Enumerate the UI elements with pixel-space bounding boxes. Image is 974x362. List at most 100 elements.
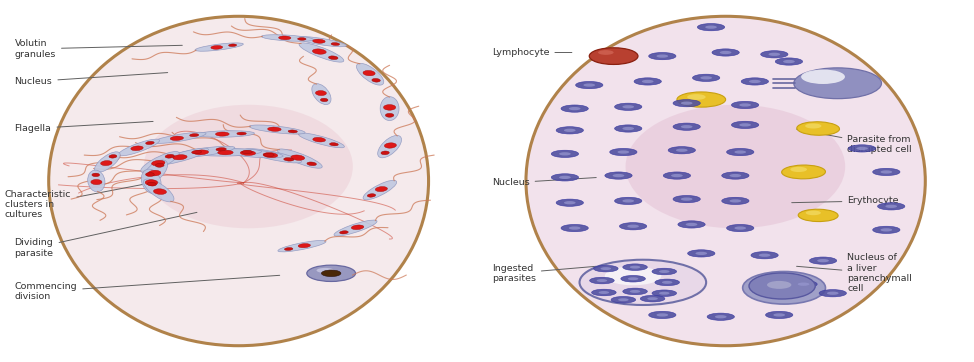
Ellipse shape [751, 252, 778, 259]
Ellipse shape [677, 92, 726, 107]
Ellipse shape [790, 281, 817, 288]
Ellipse shape [119, 139, 160, 156]
Ellipse shape [367, 194, 376, 197]
Text: Flagella: Flagella [15, 121, 153, 133]
Ellipse shape [380, 97, 399, 121]
Ellipse shape [613, 174, 624, 177]
Ellipse shape [848, 145, 876, 152]
Ellipse shape [673, 195, 700, 203]
Ellipse shape [598, 50, 614, 55]
Ellipse shape [316, 90, 326, 96]
Ellipse shape [676, 149, 688, 152]
Ellipse shape [620, 275, 646, 282]
Ellipse shape [218, 150, 233, 155]
Ellipse shape [279, 36, 291, 40]
Ellipse shape [730, 174, 741, 177]
Ellipse shape [731, 101, 759, 109]
Ellipse shape [597, 279, 607, 282]
Ellipse shape [827, 292, 839, 295]
Ellipse shape [734, 227, 746, 230]
Ellipse shape [734, 151, 746, 154]
Ellipse shape [556, 199, 583, 206]
Ellipse shape [155, 163, 164, 167]
Ellipse shape [622, 288, 648, 295]
Ellipse shape [766, 311, 793, 319]
Ellipse shape [146, 141, 154, 144]
Ellipse shape [307, 162, 317, 166]
Ellipse shape [148, 170, 161, 176]
Ellipse shape [141, 169, 161, 194]
Ellipse shape [673, 123, 700, 130]
Ellipse shape [49, 16, 429, 346]
Ellipse shape [386, 113, 393, 117]
Ellipse shape [589, 277, 615, 284]
Ellipse shape [372, 79, 380, 82]
Ellipse shape [229, 44, 237, 47]
Ellipse shape [801, 70, 844, 84]
Ellipse shape [263, 153, 278, 157]
Ellipse shape [589, 48, 638, 64]
Ellipse shape [278, 149, 322, 168]
Text: Nucleus: Nucleus [15, 73, 168, 86]
Ellipse shape [630, 290, 640, 293]
Ellipse shape [249, 125, 305, 134]
Ellipse shape [298, 244, 311, 248]
Ellipse shape [91, 180, 102, 185]
Ellipse shape [659, 292, 669, 295]
Ellipse shape [526, 16, 925, 346]
Ellipse shape [569, 107, 581, 110]
Ellipse shape [817, 259, 829, 262]
Ellipse shape [618, 151, 629, 154]
Ellipse shape [195, 43, 244, 51]
Ellipse shape [878, 203, 905, 210]
Ellipse shape [873, 226, 900, 233]
Ellipse shape [551, 150, 579, 157]
Ellipse shape [611, 296, 636, 303]
Text: Erythocyte: Erythocyte [792, 197, 899, 205]
Ellipse shape [278, 240, 326, 252]
Ellipse shape [321, 270, 341, 277]
Ellipse shape [340, 231, 349, 234]
Ellipse shape [320, 98, 328, 102]
Ellipse shape [92, 173, 99, 177]
Ellipse shape [625, 105, 845, 228]
Ellipse shape [697, 24, 725, 31]
Ellipse shape [329, 143, 338, 146]
Ellipse shape [819, 290, 846, 297]
Ellipse shape [809, 257, 837, 264]
Ellipse shape [194, 150, 208, 155]
Ellipse shape [145, 180, 158, 185]
Ellipse shape [715, 315, 727, 319]
Ellipse shape [334, 220, 377, 236]
Ellipse shape [264, 153, 275, 157]
Ellipse shape [192, 150, 202, 154]
Ellipse shape [649, 52, 676, 60]
Ellipse shape [652, 268, 677, 275]
Ellipse shape [775, 58, 803, 65]
Ellipse shape [880, 228, 892, 232]
Ellipse shape [695, 252, 707, 255]
Ellipse shape [384, 105, 395, 110]
Ellipse shape [551, 174, 579, 181]
Ellipse shape [237, 132, 246, 135]
Ellipse shape [219, 149, 283, 158]
Ellipse shape [768, 281, 791, 289]
Ellipse shape [773, 313, 785, 316]
Ellipse shape [172, 155, 187, 160]
Ellipse shape [291, 155, 305, 160]
Ellipse shape [880, 171, 892, 173]
Ellipse shape [580, 260, 706, 305]
Ellipse shape [783, 60, 795, 63]
Ellipse shape [196, 149, 262, 156]
Ellipse shape [707, 313, 734, 320]
Ellipse shape [663, 172, 691, 179]
Ellipse shape [283, 158, 294, 161]
Ellipse shape [741, 78, 768, 85]
Ellipse shape [790, 167, 807, 172]
Ellipse shape [649, 311, 676, 319]
Ellipse shape [681, 125, 693, 128]
Ellipse shape [798, 282, 809, 286]
Ellipse shape [619, 223, 647, 230]
Ellipse shape [628, 277, 638, 280]
Ellipse shape [296, 37, 347, 47]
